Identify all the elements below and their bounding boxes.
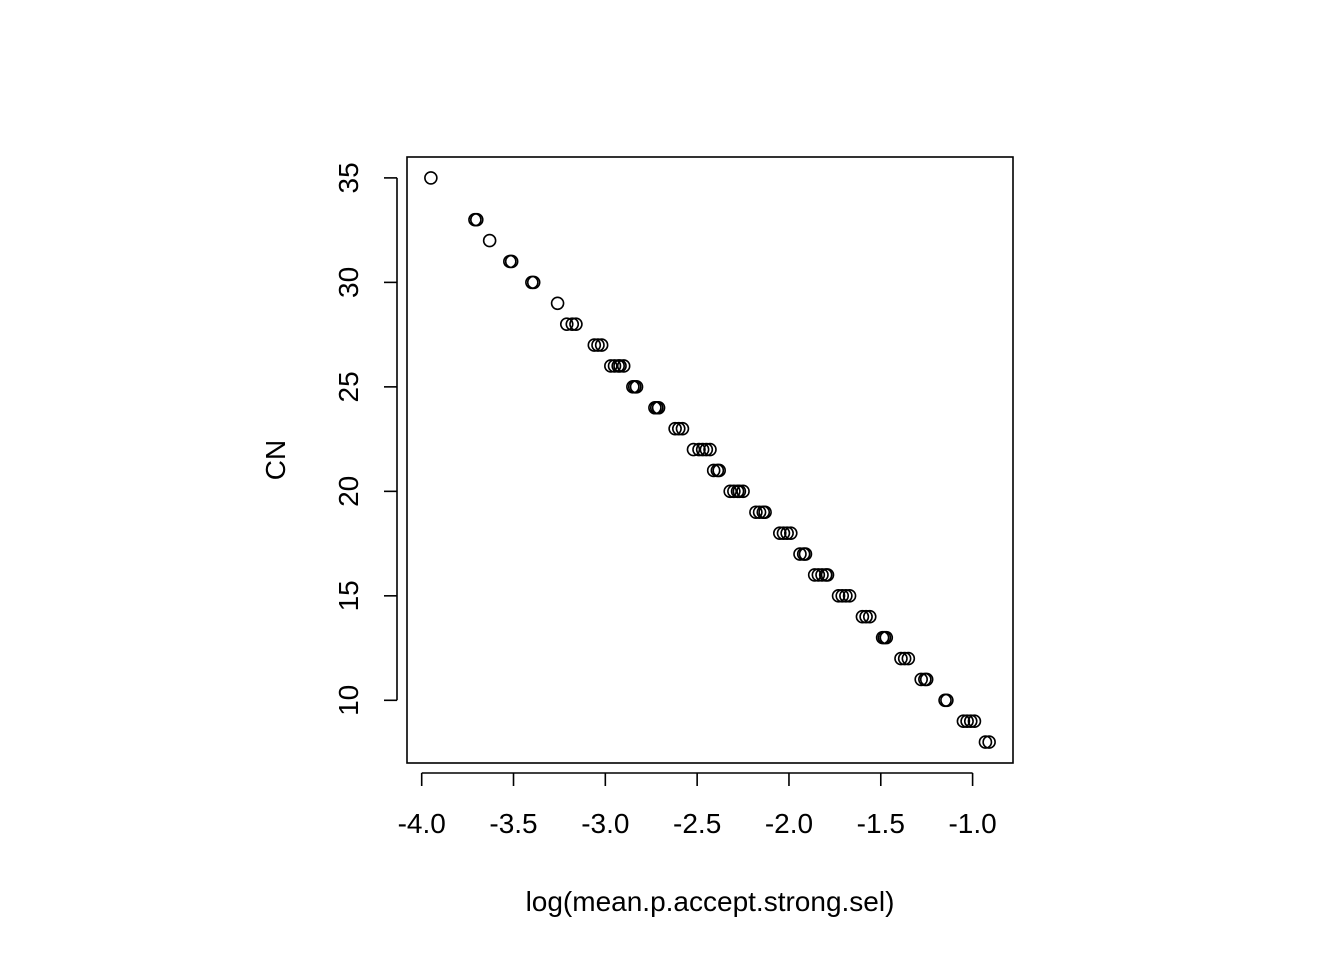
data-point [469,212,484,227]
data-point [901,651,916,666]
x-tick-label: -4.0 [398,808,446,839]
data-point [723,484,738,499]
y-axis-title: CN [260,440,291,480]
data-point [820,568,835,582]
data-point [686,442,701,457]
data-point [712,463,726,478]
data-point [504,254,519,269]
data-point [736,484,750,499]
data-point [780,526,794,540]
data-point [855,609,870,624]
data-point [629,380,644,394]
data-point [776,526,791,540]
data-point [839,589,853,603]
data-point [783,526,798,540]
data-point [919,672,934,687]
data-point [978,735,993,749]
data-point [703,442,717,457]
x-tick-label: -1.0 [948,808,996,839]
data-point [613,359,627,373]
y-tick-label: 25 [333,371,364,402]
data-point [793,547,807,561]
data-point [940,693,954,708]
data-point [550,296,565,311]
data-point [772,526,787,540]
data-point [842,589,857,603]
data-point [960,714,974,729]
data-point [897,651,912,666]
data-point [859,609,873,624]
y-tick-label: 35 [333,162,364,193]
points-layer [424,171,996,749]
y-tick-label: 30 [333,267,364,298]
data-point [963,714,978,729]
data-point [982,735,996,749]
y-tick-label: 15 [333,580,364,611]
y-axis: 10 15 20 25 30 35 [333,162,398,716]
data-point [594,338,609,352]
data-point [835,589,850,603]
data-point [706,463,721,478]
x-tick-label: -2.5 [673,808,721,839]
data-point [668,421,682,436]
data-point [424,171,438,185]
data-point [604,359,618,373]
data-point [749,505,763,520]
data-point [699,442,714,457]
y-tick-label: 20 [333,476,364,507]
data-point [914,672,928,687]
x-axis-title: log(mean.p.accept.strong.sel) [526,886,895,917]
data-point [591,338,605,352]
data-point [732,484,747,499]
data-point [879,630,894,645]
data-point [675,421,690,436]
x-tick-label: -2.0 [765,808,813,839]
data-point [752,505,767,520]
x-tick-label: -3.5 [489,808,537,839]
x-tick-label: -3.0 [581,808,629,839]
data-point [482,233,497,248]
data-point [607,359,622,373]
data-point [831,589,846,603]
data-point [758,505,772,520]
data-point [807,568,822,582]
plot-frame [406,156,1014,764]
data-point [811,568,826,582]
data-point [559,317,574,331]
data-point [956,714,971,729]
data-point [815,568,829,582]
data-point [862,609,877,624]
data-point [565,317,580,331]
data-point [727,484,741,499]
data-point [692,442,706,457]
data-point [526,275,541,290]
x-axis: -4.0 -3.5 -3.0 -2.5 -2.0 -1.5 -1.0 [398,772,997,839]
data-point [651,400,666,415]
data-point [695,442,710,457]
data-point [569,317,583,331]
data-point [616,359,631,373]
data-point [671,421,686,436]
data-point [798,547,813,561]
data-point [587,338,602,352]
y-tick-label: 10 [333,685,364,716]
data-point [967,714,982,729]
x-tick-label: -1.5 [857,808,905,839]
data-point [894,651,908,666]
